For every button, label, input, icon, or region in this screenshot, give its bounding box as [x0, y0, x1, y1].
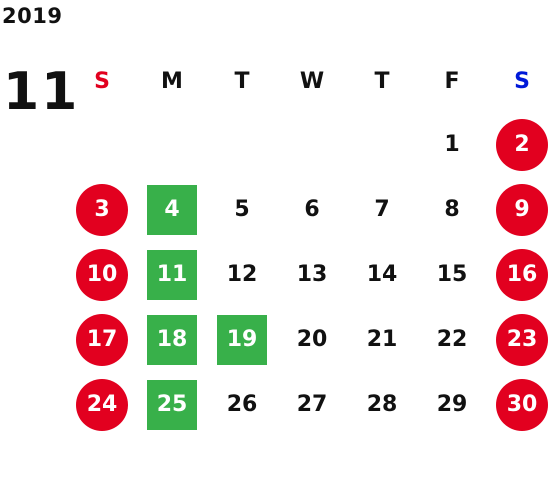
day-cell: 8	[417, 177, 487, 242]
weekday-header: S	[94, 68, 110, 94]
day-cell: 4	[137, 177, 207, 242]
day-number[interactable]: 5	[234, 197, 250, 222]
day-number[interactable]: 13	[296, 262, 328, 287]
day-cell: 25	[137, 372, 207, 437]
weekday-header: T	[234, 68, 250, 94]
calendar-grid: S M T W T F S 1 2 3 4 5 6 7 8 9 10 11 12 13 14 15 16 17 18 19 20 21…	[67, 50, 548, 437]
day-cell: 22	[417, 307, 487, 372]
day-cell: 3	[67, 177, 137, 242]
day-cell: 20	[277, 307, 347, 372]
day-cell: 12	[207, 242, 277, 307]
day-cell: 1	[417, 112, 487, 177]
day-cell: 15	[417, 242, 487, 307]
empty-cell	[137, 112, 207, 177]
day-number[interactable]: 21	[366, 327, 398, 352]
day-number[interactable]: 27	[296, 392, 328, 417]
day-cell: 26	[207, 372, 277, 437]
day-cell: 7	[347, 177, 417, 242]
day-cell: 10	[67, 242, 137, 307]
day-cell: 11	[137, 242, 207, 307]
day-cell: 18	[137, 307, 207, 372]
day-cell: 17	[67, 307, 137, 372]
day-cell: 27	[277, 372, 347, 437]
day-cell: 23	[487, 307, 548, 372]
day-cell: 2	[487, 112, 548, 177]
empty-cell	[277, 112, 347, 177]
weekend-day[interactable]: 10	[76, 248, 128, 301]
day-cell: 30	[487, 372, 548, 437]
day-number[interactable]: 12	[226, 262, 258, 287]
calendar-month: 11	[3, 62, 80, 122]
highlighted-day[interactable]: 25	[147, 379, 197, 430]
day-cell: 6	[277, 177, 347, 242]
day-cell: 28	[347, 372, 417, 437]
weekday-header: T	[374, 68, 390, 94]
calendar-year: 2019	[2, 4, 63, 28]
weekend-day[interactable]: 2	[496, 118, 548, 171]
day-number[interactable]: 1	[444, 132, 460, 157]
day-cell: 14	[347, 242, 417, 307]
day-number[interactable]: 8	[444, 197, 460, 222]
day-cell: 5	[207, 177, 277, 242]
day-number[interactable]: 29	[436, 392, 468, 417]
weekday-header: F	[444, 68, 460, 94]
day-number[interactable]: 14	[366, 262, 398, 287]
day-number[interactable]: 28	[366, 392, 398, 417]
weekend-day[interactable]: 30	[496, 378, 548, 431]
day-number[interactable]: 20	[296, 327, 328, 352]
highlighted-day[interactable]: 11	[147, 249, 197, 300]
weekday-header: S	[514, 68, 530, 94]
weekend-day[interactable]: 17	[76, 313, 128, 366]
weekend-day[interactable]: 24	[76, 378, 128, 431]
day-cell: 24	[67, 372, 137, 437]
day-cell: 21	[347, 307, 417, 372]
day-cell: 16	[487, 242, 548, 307]
empty-cell	[207, 112, 277, 177]
weekend-day[interactable]: 3	[76, 183, 128, 236]
weekday-header: W	[299, 68, 325, 94]
empty-cell	[67, 112, 137, 177]
day-cell: 13	[277, 242, 347, 307]
day-cell: 29	[417, 372, 487, 437]
weekend-day[interactable]: 23	[496, 313, 548, 366]
highlighted-day[interactable]: 4	[147, 184, 197, 235]
weekend-day[interactable]: 9	[496, 183, 548, 236]
highlighted-day[interactable]: 18	[147, 314, 197, 365]
day-number[interactable]: 7	[374, 197, 390, 222]
highlighted-day[interactable]: 19	[217, 314, 267, 365]
day-cell: 19	[207, 307, 277, 372]
day-number[interactable]: 15	[436, 262, 468, 287]
day-cell: 9	[487, 177, 548, 242]
empty-cell	[347, 112, 417, 177]
day-number[interactable]: 6	[304, 197, 320, 222]
day-number[interactable]: 26	[226, 392, 258, 417]
day-number[interactable]: 22	[436, 327, 468, 352]
weekend-day[interactable]: 16	[496, 248, 548, 301]
weekday-header: M	[161, 68, 183, 94]
